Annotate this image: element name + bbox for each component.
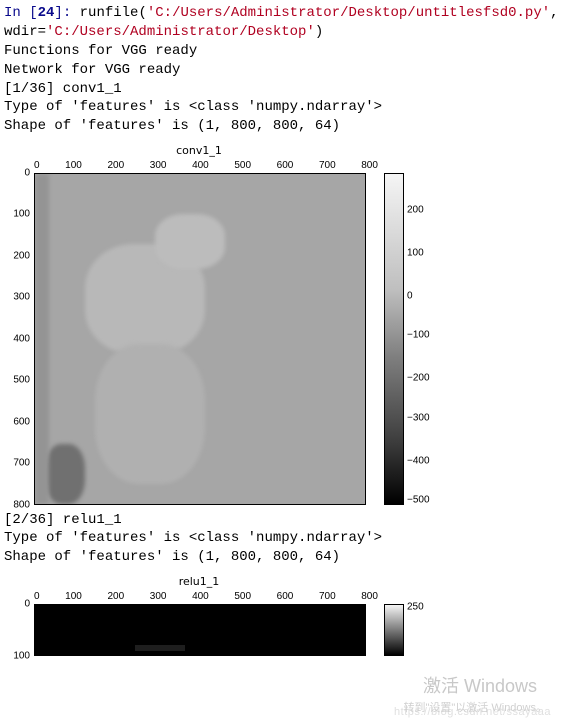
- plot-title: relu1_1: [34, 575, 364, 590]
- out-line: Type of 'features' is <class 'numpy.ndar…: [4, 530, 382, 546]
- out-line: Functions for VGG ready: [4, 43, 197, 59]
- fn-call: runfile: [80, 5, 139, 21]
- windows-activate-watermark: 激活 Windows: [423, 674, 537, 698]
- csdn-watermark: https://blog.csdn.net/ssayaaa: [394, 705, 551, 720]
- plot-relu1_1: relu1_1 0100200300400500600700800 0100 2…: [4, 575, 474, 655]
- plot-conv1_1: conv1_1 0100200300400500600700800 010020…: [4, 144, 474, 504]
- y-ticks: 0100200300400500600700800: [4, 173, 32, 505]
- str-arg2: 'C:/Users/Administrator/Desktop': [46, 24, 315, 40]
- heatmap-image: [34, 604, 366, 656]
- console-output-2: [2/36] relu1_1 Type of 'features' is <cl…: [4, 511, 561, 568]
- out-line: Network for VGG ready: [4, 62, 180, 78]
- in-prompt: In [24]:: [4, 5, 80, 21]
- plot-title: conv1_1: [34, 144, 364, 159]
- out-line: [1/36] conv1_1: [4, 81, 122, 97]
- out-line: Type of 'features' is <class 'numpy.ndar…: [4, 99, 382, 115]
- heatmap-image: [34, 173, 366, 505]
- y-ticks: 0100: [4, 604, 32, 656]
- out-line: Shape of 'features' is (1, 800, 800, 64): [4, 549, 340, 565]
- str-arg1: 'C:/Users/Administrator/Desktop/untitles…: [147, 5, 550, 21]
- colorbar: 2001000−100−200−300−400−500: [384, 173, 404, 505]
- colorbar: 250: [384, 604, 404, 656]
- out-line: [2/36] relu1_1: [4, 512, 122, 528]
- out-line: Shape of 'features' is (1, 800, 800, 64): [4, 118, 340, 134]
- console-output: In [24]: runfile('C:/Users/Administrator…: [4, 4, 561, 136]
- x-ticks-top: 0100200300400500600700800: [34, 159, 378, 173]
- windows-activate-watermark-sub: 转到"设置"以激活 Windows。: [404, 701, 548, 716]
- x-ticks-top: 0100200300400500600700800: [34, 590, 378, 604]
